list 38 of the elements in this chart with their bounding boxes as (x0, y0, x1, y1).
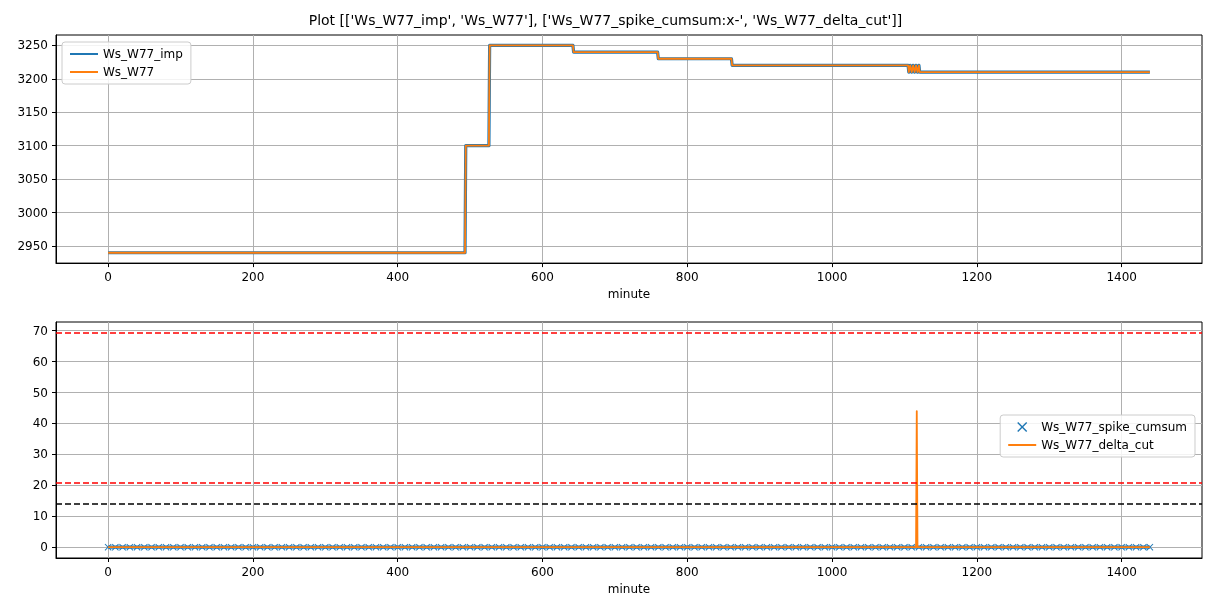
x-tick-label: 200 (241, 270, 265, 285)
x-tick-label: 400 (386, 565, 410, 579)
legend-label: Ws_W77 (103, 65, 155, 79)
y-tick-label: 3000 (17, 205, 48, 220)
x-axis-title: minute (607, 287, 651, 301)
x-tick-label: 200 (241, 565, 265, 579)
x-axis-title: minute (607, 581, 651, 596)
x-tick-label: 0 (104, 565, 112, 579)
y-tick-label: 20 (32, 478, 48, 493)
y-tick-label: 40 (32, 416, 48, 431)
legend-label: Ws_W77_spike_cumsum (1041, 420, 1188, 434)
y-tick-label: 60 (32, 354, 48, 369)
x-tick-label: 1400 (1106, 270, 1137, 285)
x-tick-label: 600 (531, 565, 554, 579)
y-tick-label: 0 (40, 540, 48, 555)
legend-label: Ws_W77_imp (103, 47, 183, 61)
y-tick-label: 50 (32, 385, 48, 400)
x-tick-label: 1000 (816, 565, 848, 579)
x-tick-label: 1200 (961, 270, 993, 285)
y-tick-label: 2950 (17, 239, 48, 254)
y-tick-label: 30 (32, 447, 48, 462)
y-tick-label: 3200 (17, 71, 48, 86)
y-tick-label: 10 (32, 509, 48, 524)
chart-title: Plot [['Ws_W77_imp', 'Ws_W77'], ['Ws_W77_spike_cumsum:x-', 'Ws_W77_delta_cut']] (308, 12, 903, 28)
y-tick-label: 70 (32, 323, 48, 338)
x-tick-label: 400 (386, 270, 410, 285)
x-tick-label: 1400 (1106, 565, 1137, 579)
x-tick-label: 1000 (816, 270, 848, 285)
y-tick-label: 3250 (17, 38, 48, 53)
y-tick-label: 3100 (17, 138, 48, 153)
y-tick-label: 3050 (17, 172, 48, 187)
x-tick-label: 800 (675, 565, 699, 579)
x-tick-label: 1200 (961, 565, 993, 579)
y-tick-label: 3150 (17, 105, 48, 120)
x-tick-label: 0 (104, 270, 112, 285)
legend-label: Ws_W77_delta_cut (1041, 438, 1155, 452)
x-tick-label: 600 (531, 270, 554, 285)
x-tick-label: 800 (675, 270, 699, 285)
